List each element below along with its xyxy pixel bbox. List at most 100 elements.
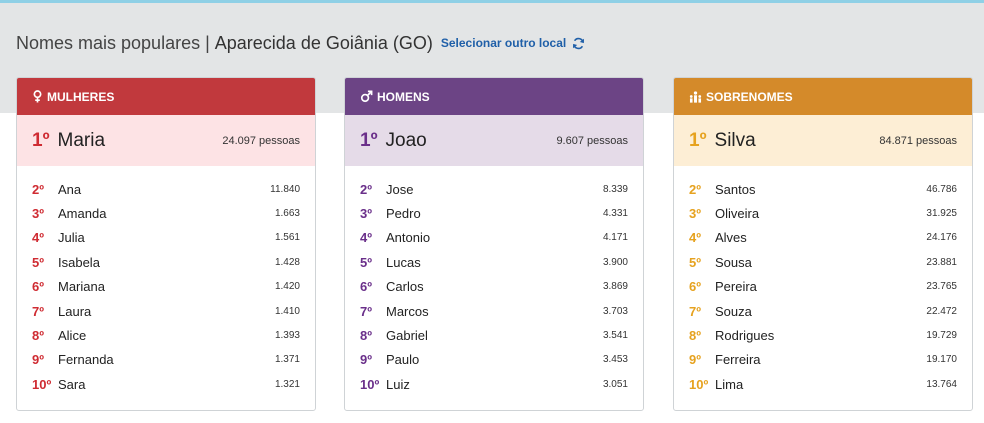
rank: 4º [689, 230, 701, 246]
name: Gabriel [386, 328, 428, 344]
rank: 7º [32, 303, 44, 319]
female-icon [32, 90, 43, 103]
list-item: 8º Alice 1.393 [17, 323, 315, 347]
count: 4.331 [602, 208, 628, 220]
count: 22.472 [926, 305, 957, 317]
name: Santos [715, 181, 756, 197]
surnames-card-header: SOBRENOMES [674, 78, 972, 115]
list-item: 9º Ferreira 19.170 [674, 348, 972, 372]
count: 3.900 [602, 256, 628, 268]
list-item: 7º Laura 1.410 [17, 299, 315, 323]
count: 8.339 [602, 183, 628, 195]
rank: 6º [32, 279, 44, 295]
rank: 9º [689, 352, 701, 368]
family-icon [689, 90, 702, 103]
male-icon [360, 90, 373, 103]
rank: 7º [360, 303, 372, 319]
surnames-list: 2º Santos 46.786 3º Oliveira 31.925 4º Alves 2… [674, 166, 972, 397]
list-item: 6º Mariana 1.420 [17, 275, 315, 299]
name: Mariana [58, 279, 105, 295]
rank: 3º [32, 206, 44, 222]
name: Marcos [386, 303, 429, 319]
rank: 10º [360, 376, 380, 392]
list-item: 8º Gabriel 3.541 [345, 323, 643, 347]
rank: 5º [360, 254, 372, 270]
list-item: 3º Amanda 1.663 [17, 201, 315, 225]
name: Fernanda [58, 352, 114, 368]
count: 24.176 [926, 232, 957, 244]
list-item: 4º Julia 1.561 [17, 226, 315, 250]
name: Carlos [386, 279, 424, 295]
women-card-title: MULHERES [47, 89, 115, 104]
rank: 9º [32, 352, 44, 368]
rank: 6º [360, 279, 372, 295]
change-location-link[interactable]: Selecionar outro local [440, 36, 567, 50]
rank: 8º [689, 328, 701, 344]
count: 1.561 [274, 232, 300, 244]
surnames-top-name: 1º Silva 84.871 pessoas [674, 115, 972, 166]
name: Oliveira [715, 206, 760, 222]
rank: 2º [32, 181, 44, 197]
rank: 4º [32, 230, 44, 246]
list-item: 6º Pereira 23.765 [674, 275, 972, 299]
count: 3.541 [602, 330, 628, 342]
name: Pedro [386, 206, 421, 222]
list-item: 3º Oliveira 31.925 [674, 201, 972, 225]
rank: 3º [689, 206, 701, 222]
list-item: 9º Fernanda 1.371 [17, 348, 315, 372]
count: 1.393 [274, 330, 300, 342]
name: Rodrigues [715, 328, 775, 344]
page-header: Nomes mais populares | Aparecida de Goiâ… [16, 30, 585, 56]
refresh-icon[interactable] [572, 37, 585, 50]
count: 3.051 [602, 378, 628, 390]
count: 19.170 [926, 354, 957, 366]
rank: 8º [360, 328, 372, 344]
rank: 2º [689, 181, 701, 197]
rank: 9º [360, 352, 372, 368]
count: 11.840 [270, 183, 300, 195]
count: 3.453 [602, 354, 628, 366]
count: 19.729 [926, 330, 957, 342]
name: Antonio [386, 230, 431, 246]
list-item: 3º Pedro 4.331 [345, 201, 643, 225]
count: 1.371 [274, 354, 300, 366]
surnames-card-title: SOBRENOMES [706, 89, 793, 104]
list-item: 2º Jose 8.339 [345, 177, 643, 201]
list-item: 4º Alves 24.176 [674, 226, 972, 250]
surnames-card: SOBRENOMES 1º Silva 84.871 pessoas 2º San… [673, 77, 973, 411]
count: 1.420 [274, 281, 300, 293]
list-item: 10º Luiz 3.051 [345, 372, 643, 396]
name: Luiz [386, 376, 410, 392]
rank: 7º [689, 303, 701, 319]
title-separator: | [205, 32, 210, 53]
location-name: Aparecida de Goiânia (GO) [214, 32, 433, 53]
women-list: 2º Ana 11.840 3º Amanda 1.663 4º Julia 1.561 5… [17, 166, 315, 397]
list-item: 9º Paulo 3.453 [345, 348, 643, 372]
count: 4.171 [602, 232, 628, 244]
count: 9.607 pessoas [556, 134, 628, 147]
name: Lima [715, 376, 744, 392]
list-item: 2º Santos 46.786 [674, 177, 972, 201]
name: Alves [715, 230, 747, 246]
list-item: 4º Antonio 4.171 [345, 226, 643, 250]
count: 1.663 [274, 208, 300, 220]
top-accent-line [0, 0, 984, 3]
page-title: Nomes mais populares [16, 32, 201, 53]
rank: 3º [360, 206, 372, 222]
name: Paulo [386, 352, 420, 368]
name: Isabela [58, 254, 100, 270]
name: Jose [386, 181, 414, 197]
count: 84.871 pessoas [879, 134, 957, 147]
name: Sousa [715, 254, 752, 270]
count: 31.925 [926, 208, 957, 220]
women-card: MULHERES 1º Maria 24.097 pessoas 2º Ana 11… [16, 77, 316, 411]
list-item: 10º Sara 1.321 [17, 372, 315, 396]
list-item: 7º Marcos 3.703 [345, 299, 643, 323]
women-top-name: 1º Maria 24.097 pessoas [17, 115, 315, 166]
rank: 5º [32, 254, 44, 270]
list-item: 6º Carlos 3.869 [345, 275, 643, 299]
men-card: HOMENS 1º Joao 9.607 pessoas 2º Jose 8.339… [344, 77, 644, 411]
list-item: 7º Souza 22.472 [674, 299, 972, 323]
name: Alice [58, 328, 87, 344]
count: 23.881 [926, 256, 957, 268]
